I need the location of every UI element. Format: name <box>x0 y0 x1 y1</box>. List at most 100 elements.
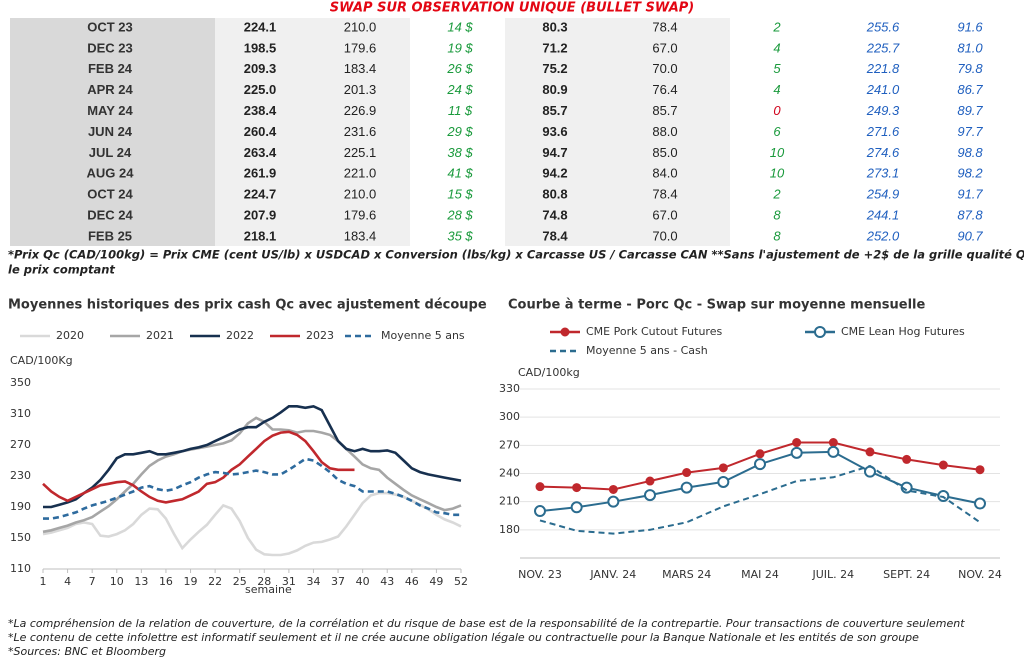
x-tick-label: 10 <box>110 575 124 588</box>
table-cell: 24 $ <box>446 82 473 97</box>
table-note: *Prix Qc (CAD/100kg) = Prix CME (cent US… <box>8 248 1024 262</box>
y-tick-label: 180 <box>499 523 520 536</box>
table-cell: OCT 24 <box>87 187 133 202</box>
point <box>572 483 582 493</box>
point <box>792 438 802 448</box>
table-cell: 225.0 <box>244 82 277 97</box>
x-tick-label: NOV. 23 <box>518 568 562 581</box>
legend-marker <box>560 327 570 337</box>
point <box>975 465 985 475</box>
point <box>645 476 655 486</box>
table-cell: 91.6 <box>957 19 983 34</box>
table-cell: FEB 25 <box>88 228 132 243</box>
x-tick-label: SEPT. 24 <box>883 568 930 581</box>
y-tick-label: 240 <box>499 467 520 480</box>
table-cell: 241.0 <box>866 82 900 97</box>
table-cell: 26 $ <box>446 61 473 76</box>
table-cell: 179.6 <box>344 40 377 55</box>
chart-title: Courbe à terme - Porc Qc - Swap sur moye… <box>508 298 926 313</box>
table-cell: 90.7 <box>957 228 983 243</box>
x-tick-label: 40 <box>356 575 370 588</box>
point <box>864 465 876 478</box>
series-line <box>43 404 462 509</box>
table-cell: 254.9 <box>866 187 900 202</box>
y-tick-label: 310 <box>10 407 31 420</box>
table-cell: 94.2 <box>542 166 567 181</box>
x-tick-label: NOV. 24 <box>958 568 1002 581</box>
table-cell: 67.0 <box>652 40 677 55</box>
table-cell: 201.3 <box>344 82 377 97</box>
table-cell: FEB 24 <box>88 61 133 76</box>
table-cell: MAY 24 <box>87 103 133 118</box>
y-tick-label: 270 <box>499 438 520 451</box>
x-tick-label: 1 <box>40 575 47 588</box>
table-cell: 41 $ <box>447 166 473 181</box>
table-cell: 179.6 <box>344 208 377 223</box>
table-cell: 88.0 <box>652 124 677 139</box>
column-bg <box>505 18 730 246</box>
legend-label: 2020 <box>56 329 84 342</box>
table-cell: 6 <box>773 124 781 139</box>
table-cell: 70.0 <box>652 61 677 76</box>
table-cell: 89.7 <box>957 103 983 118</box>
y-tick-label: 300 <box>499 410 520 423</box>
table-cell: 11 $ <box>448 103 473 118</box>
point <box>682 468 692 478</box>
table-cell: 183.4 <box>344 228 377 243</box>
chart-title: Moyennes historiques des prix cash Qc av… <box>8 298 487 313</box>
point <box>717 475 730 488</box>
point <box>755 449 765 459</box>
series-line <box>42 416 462 534</box>
table-cell: DEC 23 <box>87 40 133 55</box>
footnote: *Sources: BNC et Bloomberg <box>8 645 166 658</box>
table-cell: 29 $ <box>446 124 473 139</box>
table-cell: 0 <box>773 103 781 118</box>
point <box>535 482 545 492</box>
x-axis-label: semaine <box>245 583 292 596</box>
table-cell: 249.3 <box>866 103 900 118</box>
table-cell: 76.4 <box>652 82 677 97</box>
table-cell: 85.0 <box>652 145 677 160</box>
legend-label: Moyenne 5 ans - Cash <box>586 344 708 357</box>
point <box>828 438 838 448</box>
x-tick-label: 13 <box>134 575 148 588</box>
y-axis-label: CAD/100kg <box>518 366 580 379</box>
legend-label: 2022 <box>226 329 254 342</box>
x-tick-label: 52 <box>454 575 468 588</box>
x-tick-label: 25 <box>233 575 247 588</box>
table-cell: 97.7 <box>957 124 983 139</box>
table-cell: AUG 24 <box>87 166 135 181</box>
column-bg <box>215 18 410 246</box>
table-cell: 84.0 <box>652 166 677 181</box>
table-cell: 78.4 <box>652 19 677 34</box>
table-cell: 183.4 <box>344 61 377 76</box>
table-cell: 8 <box>773 208 781 223</box>
table-cell: 260.4 <box>244 124 277 139</box>
x-tick-label: 19 <box>184 575 198 588</box>
legend-label: CME Lean Hog Futures <box>841 325 965 338</box>
table-cell: 224.7 <box>244 187 277 202</box>
y-tick-label: 330 <box>499 382 520 395</box>
table-cell: 38 $ <box>447 145 473 160</box>
x-tick-label: 16 <box>159 575 173 588</box>
x-tick-label: 49 <box>429 575 443 588</box>
table-cell: 221.0 <box>344 166 377 181</box>
table-cell: 70.0 <box>652 228 677 243</box>
point <box>680 481 693 494</box>
x-tick-label: 4 <box>64 575 71 588</box>
table-cell: 221.8 <box>866 61 900 76</box>
table-cell: 210.0 <box>344 187 377 202</box>
table-cell: 226.9 <box>344 103 377 118</box>
point <box>938 460 948 470</box>
table-cell: 75.2 <box>542 61 567 76</box>
x-tick-label: 31 <box>282 575 296 588</box>
table-cell: 244.1 <box>866 208 900 223</box>
point <box>827 445 840 458</box>
table-cell: 28 $ <box>446 208 473 223</box>
point <box>718 463 728 473</box>
table-cell: 85.7 <box>652 103 677 118</box>
table-cell: 78.4 <box>542 228 568 243</box>
table-cell: 79.8 <box>957 61 983 76</box>
y-tick-label: 210 <box>499 495 520 508</box>
x-tick-label: 46 <box>405 575 419 588</box>
